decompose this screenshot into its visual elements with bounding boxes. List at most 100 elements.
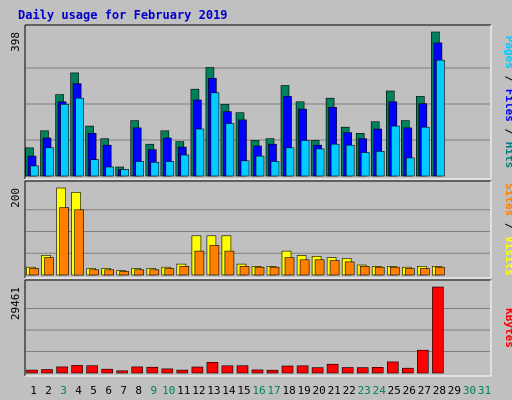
bar-kbytes-day-11 xyxy=(176,369,189,374)
bar-pages-day-6 xyxy=(105,166,114,177)
bar-kbytes-day-24 xyxy=(371,366,384,374)
bar-sites-day-17 xyxy=(269,266,280,276)
bar-pages-day-23 xyxy=(360,152,370,177)
bar-pages-day-11 xyxy=(180,154,190,177)
bar-kbytes-day-7 xyxy=(116,370,128,374)
bar-sites-day-19 xyxy=(299,259,310,276)
bar-kbytes-day-1 xyxy=(26,369,38,374)
x-tick-label: 4 xyxy=(75,384,82,397)
bar-sites-day-28 xyxy=(435,266,445,276)
x-tick-label: 19 xyxy=(297,384,310,397)
x-tick-label: 10 xyxy=(162,384,175,397)
bar-kbytes-day-15 xyxy=(236,365,249,374)
x-tick-label: 6 xyxy=(105,384,112,397)
bar-pages-day-21 xyxy=(330,143,340,177)
bar-pages-day-8 xyxy=(135,161,144,177)
x-tick-label: 14 xyxy=(222,384,236,397)
bar-sites-day-1 xyxy=(29,268,39,276)
bar-pages-day-26 xyxy=(405,157,415,177)
bar-kbytes-day-26 xyxy=(401,367,414,374)
bar-sites-day-15 xyxy=(239,265,250,276)
bar-kbytes-day-3 xyxy=(56,366,68,374)
bar-pages-day-12 xyxy=(195,128,205,177)
panel-label: KBytes xyxy=(503,308,512,348)
bar-pages-day-16 xyxy=(255,155,265,177)
bar-kbytes-day-23 xyxy=(356,367,369,374)
bar-sites-day-5 xyxy=(89,269,99,276)
x-tick-label: 3 xyxy=(60,384,67,397)
x-tick-label: 30 xyxy=(463,384,476,397)
x-tick-label: 24 xyxy=(373,384,387,397)
x-tick-label: 2 xyxy=(45,384,52,397)
x-tick-label: 17 xyxy=(267,384,280,397)
x-tick-label: 9 xyxy=(150,384,157,397)
panel-label-hits: Hits xyxy=(503,142,512,169)
x-tick-label: 1 xyxy=(30,384,37,397)
bar-sites-day-7 xyxy=(119,271,129,276)
x-tick-label: 22 xyxy=(343,384,356,397)
bar-sites-day-26 xyxy=(404,268,415,276)
x-tick-label: 13 xyxy=(207,384,220,397)
x-tick-label: 27 xyxy=(418,384,431,397)
panel-kbytes: 29461 KBytes xyxy=(9,279,512,377)
bar-kbytes-day-16 xyxy=(251,369,264,374)
x-tick-label: 23 xyxy=(358,384,371,397)
panel-label-pages: Pages xyxy=(503,36,512,69)
bar-kbytes-day-6 xyxy=(101,368,113,374)
bar-sites-day-20 xyxy=(314,259,325,276)
bar-kbytes-day-25 xyxy=(386,361,399,374)
bar-pages-day-13 xyxy=(210,92,220,177)
bar-pages-day-25 xyxy=(390,125,400,177)
x-tick-label: 12 xyxy=(192,384,205,397)
x-tick-label: 16 xyxy=(252,384,265,397)
bar-kbytes-day-13 xyxy=(206,361,219,374)
bar-sites-day-3 xyxy=(59,207,69,276)
bar-kbytes-day-8 xyxy=(131,366,143,374)
bar-sites-day-14 xyxy=(224,250,235,276)
panel-pages-files-hits: 398 Pages / Files / Hits xyxy=(9,24,512,180)
bar-kbytes-day-5 xyxy=(86,365,98,374)
bar-sites-day-9 xyxy=(149,269,160,276)
bar-kbytes-day-27 xyxy=(416,349,429,374)
chart-panels: 398 Pages / Files / Hits 200 Sites / Visits… xyxy=(9,24,512,377)
bar-sites-day-27 xyxy=(419,268,430,276)
x-tick-label: 20 xyxy=(312,384,325,397)
bar-sites-day-10 xyxy=(164,268,175,276)
bar-pages-day-9 xyxy=(150,162,160,177)
bar-pages-day-10 xyxy=(165,161,175,177)
bar-kbytes-day-28 xyxy=(432,286,444,374)
y-max-label: 200 xyxy=(9,188,22,208)
bar-pages-day-14 xyxy=(225,123,235,177)
bar-sites-day-25 xyxy=(389,266,400,276)
x-axis-ticks: 1 2 3 4 5 6 7 8 9 10 11 12 13 14 15 16 17 18 19 20 21 22 23 24 2… xyxy=(30,384,491,397)
bar-pages-day-22 xyxy=(345,144,355,177)
x-tick-label: 31 xyxy=(478,384,491,397)
x-tick-label: 8 xyxy=(135,384,142,397)
x-tick-label: 7 xyxy=(120,384,127,397)
bar-sites-day-6 xyxy=(104,269,114,276)
bar-kbytes-day-4 xyxy=(71,365,83,374)
x-tick-label: 21 xyxy=(328,384,341,397)
bar-pages-day-17 xyxy=(270,161,280,177)
bar-kbytes-day-12 xyxy=(191,366,204,374)
bar-pages-day-1 xyxy=(30,165,39,177)
bar-sites-day-13 xyxy=(209,245,220,276)
panel-label: Pages / Files / Hits xyxy=(503,36,512,169)
panel-background xyxy=(25,181,491,278)
bar-sites-day-16 xyxy=(254,266,265,276)
panel-label-separator: / xyxy=(503,216,512,236)
bar-pages-day-18 xyxy=(285,147,295,177)
bar-pages-day-2 xyxy=(45,147,54,177)
bar-sites-day-23 xyxy=(359,265,370,276)
bar-sites-day-24 xyxy=(374,266,385,276)
bar-pages-day-5 xyxy=(90,159,99,177)
bar-sites-day-21 xyxy=(329,260,340,276)
bar-kbytes-day-10 xyxy=(161,368,174,374)
x-tick-label: 11 xyxy=(177,384,190,397)
panel-label-files: Files xyxy=(503,89,512,122)
x-tick-label: 28 xyxy=(433,384,446,397)
x-tick-label: 29 xyxy=(448,384,461,397)
panel-label: Sites / Visits xyxy=(503,183,512,276)
bar-kbytes-day-19 xyxy=(296,365,309,374)
